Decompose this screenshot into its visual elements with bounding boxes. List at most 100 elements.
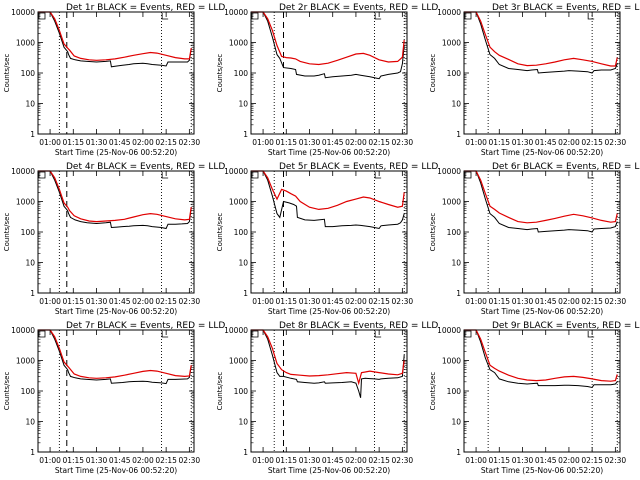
corner-marker	[38, 330, 46, 338]
x-tick-label: 02:15	[581, 297, 603, 306]
plot-frame	[250, 11, 408, 135]
x-tick-label: 01:45	[109, 456, 131, 465]
y-tick-label: 1	[30, 448, 35, 457]
x-tick-label: 01:45	[109, 297, 131, 306]
x-tick-label: 01:00	[252, 456, 274, 465]
plot-frame	[37, 11, 195, 135]
lld-series-line	[38, 329, 192, 379]
y-tick-label: 1	[456, 448, 461, 457]
y-tick-label: 1000	[16, 198, 35, 207]
chart-panel: Det 9r BLACK = Events, RED = LLD Counts/s…	[429, 321, 640, 475]
x-axis-label: Start Time (25-Nov-06 00:52:20)	[55, 148, 177, 157]
chart-panel: Det 8r BLACK = Events, RED = LLD Counts/s…	[216, 321, 438, 475]
chart-title: Det 6r BLACK = Events, RED = LLD	[492, 162, 640, 172]
y-axis-label: Counts/sec	[216, 54, 224, 93]
events-series-line	[38, 11, 192, 68]
lld-series-line	[464, 170, 618, 224]
corner-marker	[374, 331, 382, 338]
y-tick-label: 100	[234, 69, 249, 78]
y-tick-label: 1000	[442, 357, 461, 366]
chart-title: Det 8r BLACK = Events, RED = LLD	[279, 321, 438, 331]
x-tick-label: 02:15	[155, 138, 177, 147]
plot-frame	[463, 11, 621, 135]
y-tick-label: 1	[243, 448, 248, 457]
y-axis-label: Counts/sec	[429, 213, 437, 252]
y-tick-label: 100	[447, 228, 462, 237]
x-tick-label: 01:45	[322, 456, 344, 465]
plot-frame	[37, 329, 195, 453]
plot-frame	[463, 329, 621, 453]
y-tick-label: 10000	[224, 167, 248, 176]
x-tick-label: 02:30	[179, 138, 201, 147]
x-tick-label: 01:30	[299, 456, 321, 465]
y-tick-label: 1	[456, 289, 461, 298]
plot-frame	[37, 170, 195, 294]
x-tick-label: 01:00	[252, 138, 274, 147]
lld-series-line	[464, 11, 618, 67]
corner-marker	[374, 172, 382, 179]
x-tick-label: 01:45	[322, 138, 344, 147]
y-tick-label: 10000	[224, 8, 248, 17]
x-tick-label: 01:45	[535, 456, 557, 465]
y-tick-label: 1000	[442, 198, 461, 207]
x-axis-label: Start Time (25-Nov-06 00:52:20)	[268, 307, 390, 316]
x-tick-label: 01:45	[109, 138, 131, 147]
x-tick-label: 01:30	[86, 297, 108, 306]
corner-marker	[38, 12, 46, 20]
x-tick-label: 01:30	[512, 297, 534, 306]
x-tick-label: 02:30	[605, 456, 627, 465]
x-tick-label: 02:15	[155, 297, 177, 306]
x-tick-label: 01:15	[488, 297, 510, 306]
corner-marker	[161, 172, 169, 179]
corner-marker	[464, 330, 472, 338]
y-tick-label: 10000	[224, 326, 248, 335]
y-tick-label: 1000	[442, 39, 461, 48]
chart-panel: Det 4r BLACK = Events, RED = LLD Counts/s…	[3, 162, 225, 316]
chart-title: Det 3r BLACK = Events, RED = LLD	[492, 3, 640, 13]
x-tick-label: 02:15	[581, 138, 603, 147]
x-tick-label: 02:30	[392, 138, 414, 147]
x-tick-label: 02:30	[179, 456, 201, 465]
y-tick-label: 1000	[16, 357, 35, 366]
x-tick-label: 01:15	[62, 297, 84, 306]
x-tick-label: 01:00	[252, 297, 274, 306]
x-tick-label: 01:00	[465, 456, 487, 465]
chart-panel: Det 2r BLACK = Events, RED = LLD Counts/s…	[216, 3, 438, 157]
chart-title: Det 4r BLACK = Events, RED = LLD	[66, 162, 225, 172]
chart-title: Det 7r BLACK = Events, RED = LLD	[66, 321, 225, 331]
x-tick-label: 02:30	[179, 297, 201, 306]
x-tick-label: 01:15	[62, 456, 84, 465]
x-tick-label: 01:30	[512, 456, 534, 465]
y-tick-label: 100	[447, 69, 462, 78]
x-tick-label: 02:00	[345, 456, 367, 465]
y-tick-label: 100	[21, 387, 36, 396]
x-tick-label: 01:15	[488, 138, 510, 147]
corner-marker	[161, 331, 169, 338]
y-tick-label: 10000	[11, 167, 35, 176]
chart-title: Det 2r BLACK = Events, RED = LLD	[279, 3, 438, 13]
y-axis-label: Counts/sec	[3, 54, 11, 93]
corner-marker	[251, 330, 259, 338]
chart-title: Det 5r BLACK = Events, RED = LLD	[279, 162, 438, 172]
x-tick-label: 02:15	[368, 297, 390, 306]
x-tick-label: 02:00	[132, 456, 154, 465]
y-tick-label: 10	[238, 259, 248, 268]
y-tick-label: 10000	[437, 8, 461, 17]
y-tick-label: 1	[243, 289, 248, 298]
x-axis-label: Start Time (25-Nov-06 00:52:20)	[481, 307, 603, 316]
y-axis-label: Counts/sec	[3, 372, 11, 411]
y-tick-label: 1	[30, 130, 35, 139]
chart-title: Det 1r BLACK = Events, RED = LLD	[66, 3, 225, 13]
x-tick-label: 01:45	[535, 297, 557, 306]
y-tick-label: 10	[238, 418, 248, 427]
chart-panel: Det 7r BLACK = Events, RED = LLD Counts/s…	[3, 321, 225, 475]
lld-series-line	[251, 329, 405, 386]
x-tick-label: 01:30	[86, 138, 108, 147]
x-tick-label: 02:00	[558, 297, 580, 306]
y-tick-label: 1000	[16, 39, 35, 48]
corner-marker	[251, 171, 259, 179]
y-axis-label: Counts/sec	[216, 372, 224, 411]
plot-frame	[250, 329, 408, 453]
plot-frame	[250, 170, 408, 294]
